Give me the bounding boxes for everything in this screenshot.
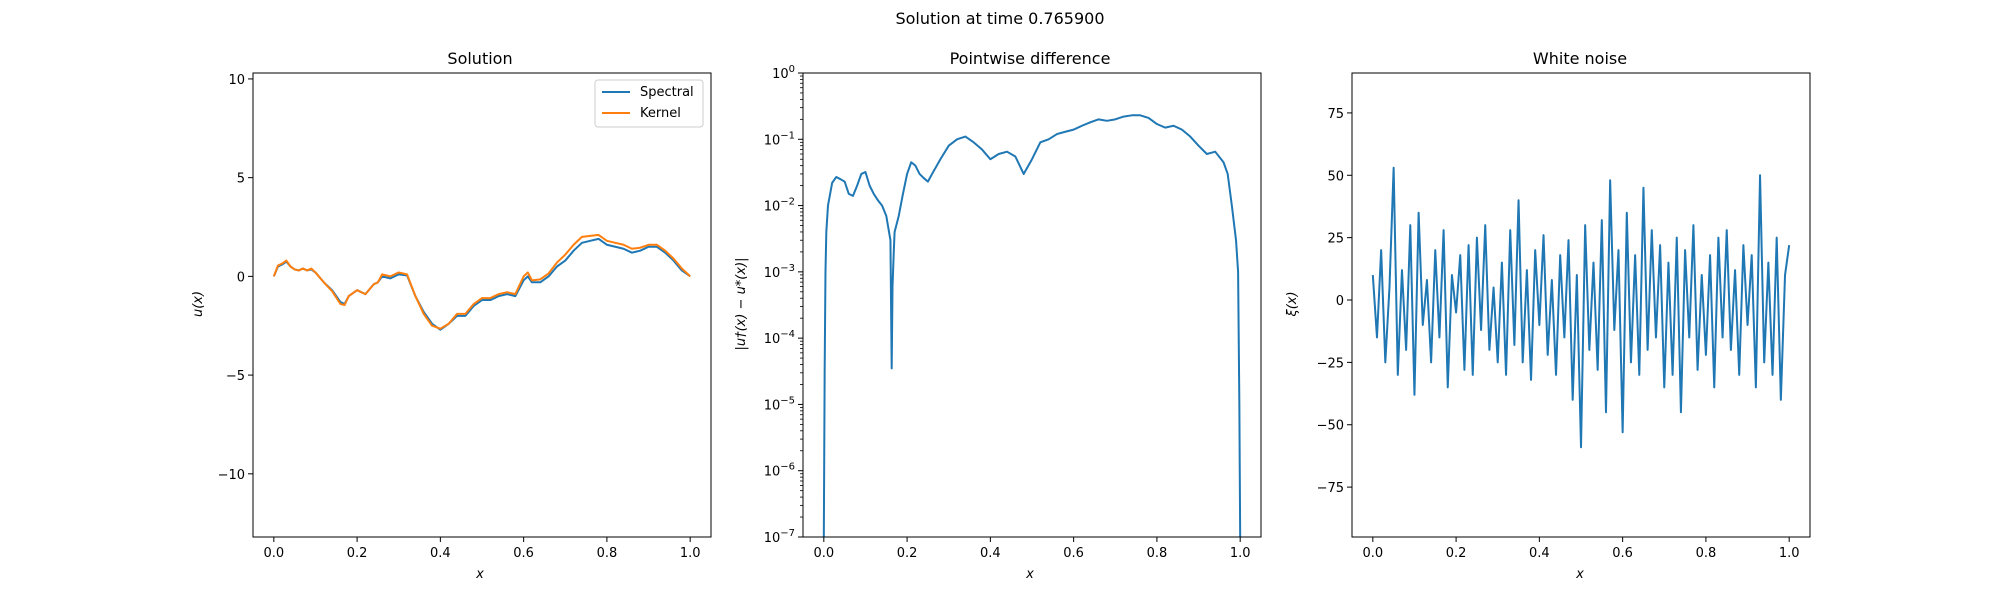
y-tick-label: −50 — [1317, 419, 1344, 434]
x-tick-label: 0.4 — [980, 546, 1001, 561]
y-tick-label: 25 — [1327, 232, 1344, 247]
y-tick-label: 10−4 — [764, 329, 795, 347]
x-tick-label: 0.6 — [513, 546, 534, 561]
legend-label-kernel: Kernel — [640, 106, 681, 121]
panel-difference-plot-area: 0.0 0.2 0.4 0.6 0.8 1.0 10−7 10−6 10−5 10−4 10−3 10… — [764, 64, 1262, 561]
panel-solution-plot-area: 0.0 0.2 0.4 0.6 0.8 1.0 −10 −5 0 5 10 — [218, 72, 712, 561]
x-tick-label: 0.8 — [1147, 546, 1168, 561]
x-tick-label: 0.8 — [1696, 546, 1717, 561]
y-tick-label: 10−3 — [764, 263, 795, 281]
y-tick-label: 0 — [237, 270, 245, 285]
y-tick-label: −5 — [226, 369, 245, 384]
series-line-noise-0 — [1371, 166, 1791, 449]
y-tick-label: 5 — [237, 172, 245, 187]
x-tick-label: 0.0 — [1362, 546, 1383, 561]
legend-label-spectral: Spectral — [640, 85, 694, 100]
axes-frame-solution — [252, 72, 712, 538]
y-tick-label: −75 — [1317, 481, 1344, 496]
y-tick-label: 10−5 — [764, 395, 795, 413]
series-line-difference-0 — [822, 114, 1242, 537]
y-tick-label: 10−7 — [764, 528, 795, 546]
x-tick-label: 0.0 — [813, 546, 834, 561]
y-tick-label: 10−1 — [764, 130, 795, 148]
panel-white-noise: White noise 0.0 0.2 0.4 0.6 0.8 1.0−75−50−250… — [1285, 49, 1811, 582]
panel-difference-xlabel: x — [1025, 567, 1034, 582]
figure-suptitle: Solution at time 0.765900 — [895, 9, 1104, 28]
panel-difference-ylabel: |u†(x) − u*(x)| — [734, 257, 749, 350]
panel-solution-ylabel: u(x) — [191, 291, 206, 317]
x-tick-label: 0.0 — [263, 546, 284, 561]
x-tick-label: 1.0 — [680, 546, 701, 561]
y-tick-label: 50 — [1327, 169, 1344, 184]
x-tick-label: 0.6 — [1063, 546, 1084, 561]
y-tick-label: −10 — [218, 468, 245, 483]
x-tick-label: 0.2 — [1446, 546, 1467, 561]
panel-solution-xlabel: x — [475, 567, 484, 582]
series-line-solution-spectral — [272, 237, 691, 331]
panel-difference-title: Pointwise difference — [950, 49, 1111, 68]
series-line-solution-kernel — [272, 233, 691, 330]
axes-frame-noise — [1351, 72, 1811, 538]
panel-solution-title: Solution — [447, 49, 512, 68]
axes-frame-difference — [802, 72, 1262, 538]
panel-pointwise-difference: Pointwise difference 0.0 0.2 0.4 0.6 0.8 1.0 1… — [734, 49, 1262, 582]
y-tick-label: 0 — [1336, 294, 1344, 309]
x-tick-label: 0.4 — [1529, 546, 1550, 561]
x-tick-label: 1.0 — [1230, 546, 1251, 561]
y-tick-label: 10−2 — [764, 197, 795, 215]
x-tick-label: 0.8 — [597, 546, 618, 561]
panel-noise-xlabel: x — [1575, 567, 1584, 582]
x-tick-label: 1.0 — [1779, 546, 1800, 561]
panel-noise-title: White noise — [1533, 49, 1627, 68]
x-tick-label: 0.2 — [897, 546, 918, 561]
x-tick-label: 0.2 — [347, 546, 368, 561]
y-tick-label: 75 — [1327, 107, 1344, 122]
legend: Spectral Kernel — [594, 79, 704, 128]
x-tick-label: 0.4 — [430, 546, 451, 561]
panel-noise-plot-area: 0.0 0.2 0.4 0.6 0.8 1.0 −75 −50 −25 0 25 50 75 — [1317, 72, 1811, 561]
panel-noise-ylabel: ξ(x) — [1285, 291, 1300, 317]
x-tick-label: 0.6 — [1612, 546, 1633, 561]
panel-solution: Solution 0.0 0.2 0.4 0.6 0.8 1.0 −10 −5 0 5 10 x u… — [191, 49, 712, 582]
y-tick-label: 100 — [772, 64, 795, 82]
y-tick-label: 10 — [228, 73, 245, 88]
y-tick-label: 10−6 — [764, 462, 795, 480]
y-tick-label: −25 — [1317, 356, 1344, 371]
